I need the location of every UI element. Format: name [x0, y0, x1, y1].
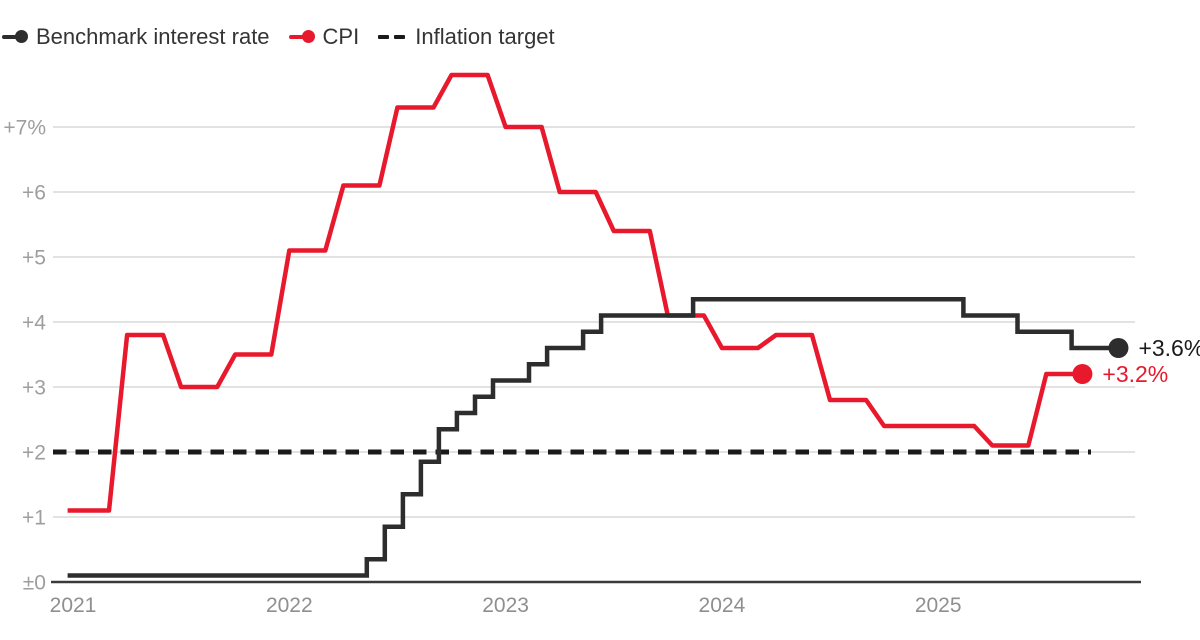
cpi-end-dot: [1072, 364, 1093, 384]
x-tick-label: 2024: [699, 594, 746, 617]
x-tick-label: 2025: [915, 594, 962, 617]
target-legend-label: Inflation target: [415, 24, 555, 49]
y-tick-label: +4: [22, 312, 46, 335]
y-tick-label: +1: [22, 507, 46, 530]
dashed-line-icon: [378, 30, 406, 44]
benchmark-line-dot-icon: [2, 30, 28, 44]
benchmark-legend-label: Benchmark interest rate: [36, 24, 270, 49]
y-tick-label: +5: [22, 247, 46, 270]
benchmark-line: [67, 297, 1119, 578]
x-tick-label: 2022: [266, 594, 313, 617]
cpi-line-dot-icon: [288, 30, 315, 44]
y-tick-label: +6: [22, 182, 46, 205]
benchmark-end-dot: [1108, 338, 1129, 358]
cpi-end-label: +3.2%: [1102, 361, 1168, 387]
cpi-legend-label: CPI: [322, 24, 360, 49]
y-tick-label: +2: [22, 442, 46, 465]
cpi-line: [67, 72, 1083, 513]
x-tick-label: 2023: [482, 594, 529, 617]
y-tick-label: ±0: [23, 572, 46, 595]
y-tick-label: +7%: [3, 117, 46, 140]
legend-item-target: Inflation target: [378, 23, 555, 51]
benchmark-end-label: +3.6%: [1138, 335, 1200, 361]
legend: Benchmark interest rate CPI Inflation ta…: [2, 23, 555, 51]
y-tick-label: +3: [22, 377, 46, 400]
legend-item-cpi: CPI: [288, 23, 360, 51]
legend-item-benchmark: Benchmark interest rate: [2, 23, 270, 51]
x-tick-label: 2021: [50, 594, 97, 617]
